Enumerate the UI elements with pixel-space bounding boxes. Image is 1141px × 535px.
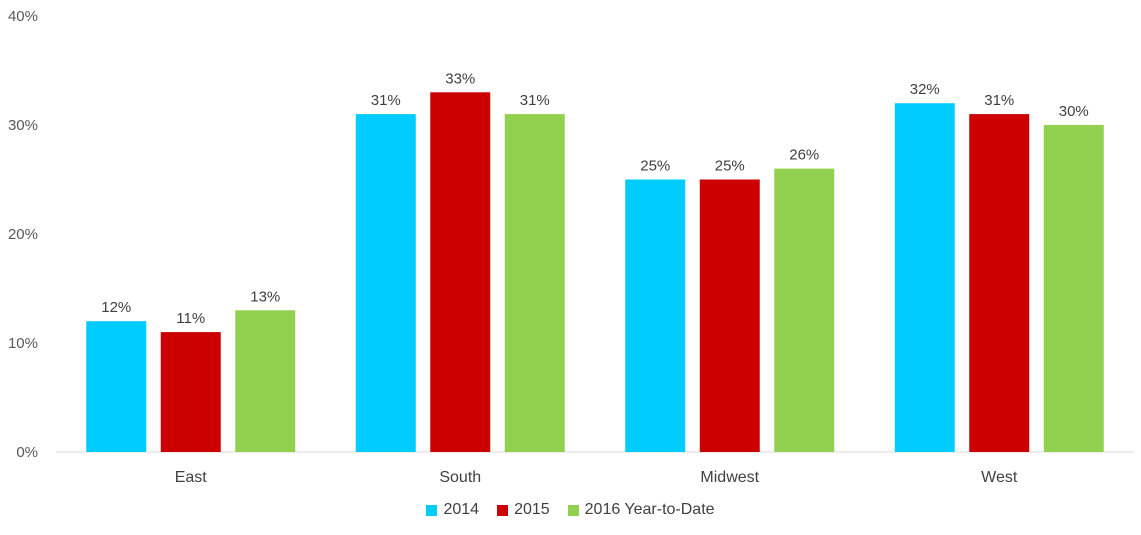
data-label: 25%	[640, 158, 670, 175]
bar-west-2014	[894, 103, 955, 452]
data-label: 13%	[250, 288, 280, 305]
bar-midwest-2016	[774, 168, 835, 452]
legend-item: 2015	[497, 501, 550, 519]
bar-east-2015	[160, 332, 221, 452]
bar-west-2016	[1043, 125, 1104, 452]
legend-swatch	[497, 504, 509, 516]
y-axis: 0% 10% 20% 30% 40%	[8, 8, 38, 461]
y-tick-label: 20%	[8, 226, 38, 243]
data-label: 31%	[984, 92, 1014, 109]
legend: 2014 2015 2016 Year-to-Date	[0, 498, 1141, 522]
bar-midwest-2015	[699, 179, 760, 452]
legend-label: 2016 Year-to-Date	[584, 501, 715, 518]
data-label: 32%	[910, 81, 940, 98]
y-tick-label: 10%	[8, 335, 38, 352]
bar-east-2014	[86, 321, 147, 452]
bar-south-2016	[504, 114, 565, 452]
y-tick-label: 0%	[16, 444, 38, 461]
data-label: 25%	[715, 158, 745, 175]
legend-swatch	[567, 504, 579, 516]
data-label: 12%	[101, 299, 131, 316]
x-axis: East South Midwest West	[175, 469, 1018, 486]
data-label: 33%	[445, 70, 475, 87]
data-label: 11%	[176, 310, 205, 327]
bar-west-2015	[969, 114, 1030, 452]
bars	[86, 92, 1104, 453]
data-label: 26%	[789, 147, 819, 164]
y-tick-label: 40%	[8, 8, 38, 25]
y-tick-label: 30%	[8, 117, 38, 134]
data-label: 31%	[371, 92, 401, 109]
x-tick-label: East	[175, 469, 208, 486]
x-tick-label: West	[981, 469, 1018, 486]
bar-east-2016	[235, 310, 296, 452]
data-label: 30%	[1059, 103, 1089, 120]
data-label: 31%	[520, 92, 550, 109]
legend-item: 2014	[426, 501, 479, 519]
legend-swatch	[426, 504, 438, 516]
x-tick-label: South	[439, 469, 481, 486]
legend-label: 2014	[443, 501, 480, 518]
x-tick-label: Midwest	[700, 469, 759, 486]
legend-item: 2016 Year-to-Date	[567, 501, 715, 519]
bar-south-2014	[355, 114, 416, 452]
data-labels: 12% 11% 13% 31% 33% 31% 25% 25% 26% 32% 31% 30%	[101, 70, 1089, 327]
bar-midwest-2014	[625, 179, 686, 452]
bar-south-2015	[430, 92, 491, 453]
legend-label: 2015	[514, 501, 550, 518]
